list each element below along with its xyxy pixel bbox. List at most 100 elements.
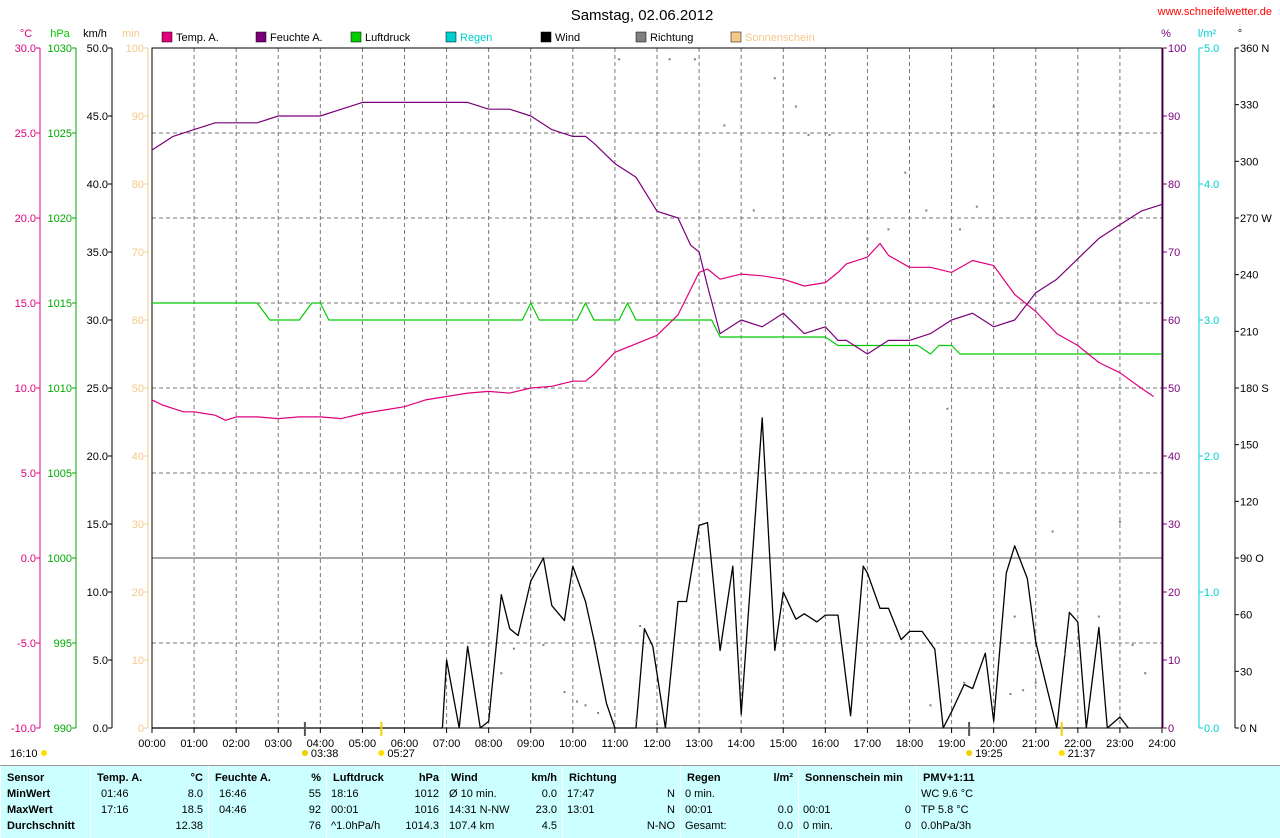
x-tick-label: 18:00 xyxy=(896,738,924,750)
direction-point xyxy=(668,58,671,61)
summary-cell: 17:16 xyxy=(101,804,129,816)
direction-point xyxy=(1131,643,1134,646)
wind-axis-label: 25.0 xyxy=(87,383,108,395)
summary-table: Sensor MinWert MaxWert Durchschnitt Temp. A.… xyxy=(0,765,1280,838)
wind-axis-label: 45.0 xyxy=(87,111,108,123)
x-tick-label: 19:00 xyxy=(938,738,966,750)
hum-axis-label: 20 xyxy=(1168,587,1180,599)
wind-axis-label: 40.0 xyxy=(87,179,108,191)
hum-axis-label: 10 xyxy=(1168,655,1180,667)
hum-axis-label: 60 xyxy=(1168,315,1180,327)
dir-axis-label: 180 S xyxy=(1240,383,1269,395)
summary-cell: TP 5.8 °C xyxy=(921,804,969,816)
direction-point xyxy=(959,228,961,231)
direction-point xyxy=(597,711,600,714)
summary-col-sensor: Sensor MinWert MaxWert Durchschnitt xyxy=(0,766,91,838)
sun-axis-label: 60 xyxy=(132,315,144,327)
temp-axis-label: 25.0 xyxy=(15,128,36,140)
summary-value: N xyxy=(667,804,675,816)
sun-axis-label: 10 xyxy=(132,655,144,667)
direction-point xyxy=(1118,521,1121,524)
direction-point xyxy=(1051,530,1054,533)
summary-cell: Gesamt: xyxy=(685,820,727,832)
summary-cell: 04:46 xyxy=(219,804,247,816)
dir-axis-label: 90 O xyxy=(1240,553,1264,565)
direction-point xyxy=(542,643,545,646)
x-tick-label: 09:00 xyxy=(517,738,545,750)
summary-value: N-NO xyxy=(646,820,675,832)
summary-header: Sensor xyxy=(7,772,45,784)
rain-axis-label: 2.0 xyxy=(1204,451,1219,463)
series-wind-line xyxy=(152,417,1129,729)
summary-cell: 00:01 xyxy=(331,804,359,816)
summary-value: 92 xyxy=(308,804,321,816)
temp-axis-label: 20.0 xyxy=(15,213,36,225)
press-axis-label: 1015 xyxy=(48,298,72,310)
unit-label-right: % xyxy=(1161,28,1171,40)
x-tick-label: 20:00 xyxy=(980,738,1008,750)
temp-axis-label: 5.0 xyxy=(21,468,36,480)
summary-value: 18.5 xyxy=(181,804,203,816)
hum-axis-label: 40 xyxy=(1168,451,1180,463)
x-tick-label: 23:00 xyxy=(1106,738,1134,750)
summary-cell: 107.4 km xyxy=(449,820,495,832)
direction-point xyxy=(1064,653,1067,656)
temp-axis-label: -5.0 xyxy=(17,638,36,650)
legend-label: Regen xyxy=(460,32,492,44)
direction-point xyxy=(887,228,890,231)
x-tick-label: 07:00 xyxy=(433,738,461,750)
summary-col-hum: Feuchte A.% 16:46 55 04:46 92 76 xyxy=(208,766,327,838)
dir-axis-label: 240 xyxy=(1240,270,1258,282)
sun-axis-label: 40 xyxy=(132,451,144,463)
wind-axis-label: 30.0 xyxy=(87,315,108,327)
legend-label: Temp. A. xyxy=(176,32,219,44)
rain-axis-label: 4.0 xyxy=(1204,179,1219,191)
hum-axis-label: 70 xyxy=(1168,247,1180,259)
hum-axis-label: 0 xyxy=(1168,723,1174,735)
site-link[interactable]: www.schneifelwetter.de xyxy=(1157,6,1272,18)
unit-label-left: hPa xyxy=(50,28,70,40)
summary-header: Feuchte A. xyxy=(215,772,271,784)
direction-point xyxy=(773,77,776,80)
dir-axis-label: 210 xyxy=(1240,326,1258,338)
summary-row-label: MaxWert xyxy=(7,804,53,816)
sun-axis-label: 70 xyxy=(132,247,144,259)
x-tick-label: 17:00 xyxy=(854,738,882,750)
rain-axis-label: 1.0 xyxy=(1204,587,1219,599)
x-tick-label: 08:00 xyxy=(475,738,503,750)
summary-header: Sonnenschein min xyxy=(805,772,903,784)
unit-label-right: l/m² xyxy=(1198,28,1217,40)
summary-cell: 01:46 xyxy=(101,788,129,800)
x-tick-label: 05:00 xyxy=(349,738,377,750)
rain-axis-label: 0.0 xyxy=(1204,723,1219,735)
summary-cell: 13:01 xyxy=(567,804,595,816)
direction-point xyxy=(723,124,726,127)
press-axis-label: 1005 xyxy=(48,468,72,480)
legend-label: Luftdruck xyxy=(365,32,411,44)
direction-point xyxy=(634,719,637,722)
hum-axis-label: 30 xyxy=(1168,519,1180,531)
legend-label: Wind xyxy=(555,32,580,44)
sun-axis-label: 50 xyxy=(132,383,144,395)
direction-point xyxy=(1144,672,1147,675)
direction-point xyxy=(584,704,587,707)
direction-point xyxy=(908,719,911,722)
direction-point xyxy=(807,133,810,136)
direction-point xyxy=(992,105,995,108)
summary-value: 0.0 xyxy=(777,820,793,832)
summary-cell: 14:31 N-NW xyxy=(449,804,510,816)
summary-unit: km/h xyxy=(531,772,557,784)
axis-units: °C hPa km/h min% l/m² ° xyxy=(20,28,1242,40)
weather-chart: Samstag, 02.06.2012 www.schneifelwetter.… xyxy=(10,6,1272,760)
x-tick-label: 22:00 xyxy=(1064,738,1092,750)
x-tick-label: 12:00 xyxy=(643,738,671,750)
sun-time-dawn: 03:38 xyxy=(311,748,339,760)
direction-point xyxy=(512,647,515,650)
summary-col-press: Luftdruck hPa 18:16 1012 00:01 1016 ^1.0hPa/h 1… xyxy=(326,766,445,838)
summary-col-sun: Sonnenschein min 00:01 0 0 min. 0 xyxy=(798,766,917,838)
summary-value: 0.0 xyxy=(777,804,793,816)
legend-swatch xyxy=(635,31,647,43)
sun-axis-label: 90 xyxy=(132,111,144,123)
summary-unit: hPa xyxy=(418,772,439,784)
chart-grid xyxy=(151,47,1163,729)
